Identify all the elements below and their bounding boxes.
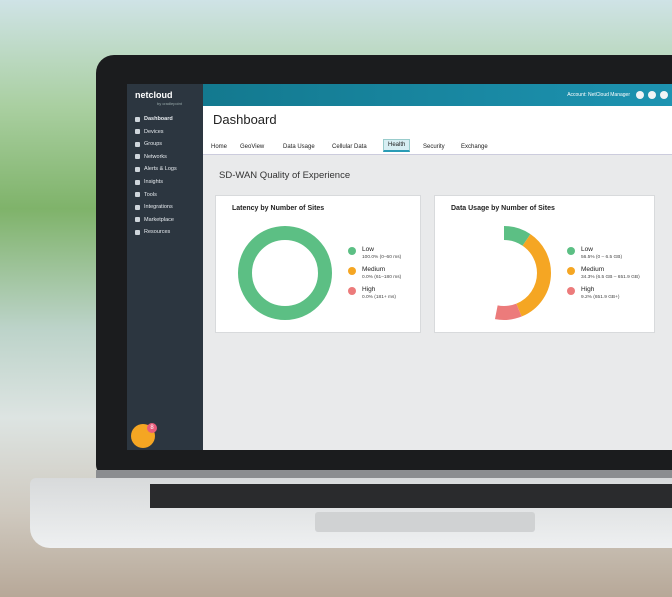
nav-icon bbox=[135, 154, 140, 160]
nav-label: Resources bbox=[144, 229, 171, 236]
donut-chart bbox=[457, 226, 551, 320]
nav-item[interactable]: Alerts & Logs bbox=[135, 166, 177, 172]
legend-name: Medium bbox=[362, 266, 386, 273]
nav-label: Alerts & Logs bbox=[144, 166, 177, 173]
brand-tagline: by cradlepoint bbox=[157, 101, 182, 106]
nav-item[interactable]: Insights bbox=[135, 179, 163, 185]
widget-card: Data Usage by Number of Sites Low 56.5% (0… bbox=[434, 195, 655, 333]
account[interactable]: Account: NetCloud Manager bbox=[567, 92, 630, 98]
legend-swatch bbox=[567, 267, 575, 275]
legend-detail: 0.0% (181+ ms) bbox=[362, 295, 396, 300]
donut-segment bbox=[457, 226, 551, 320]
nav-label: Dashboard bbox=[144, 116, 173, 122]
nav-label: Groups bbox=[144, 141, 163, 148]
nav-icon bbox=[135, 204, 140, 210]
nav-item[interactable]: Integrations bbox=[135, 204, 173, 210]
nav-label: Networks bbox=[144, 153, 167, 160]
tab[interactable]: Data Usage bbox=[283, 144, 315, 150]
legend-name: Low bbox=[362, 246, 374, 253]
nav-icon bbox=[135, 179, 140, 185]
keyboard bbox=[150, 484, 672, 508]
tab[interactable]: Cellular Data bbox=[332, 144, 367, 150]
tab[interactable]: GeoView bbox=[240, 144, 265, 150]
donut-segment bbox=[457, 226, 551, 320]
nav-label: Insights bbox=[144, 179, 163, 185]
legend-detail: 9.2% (651.9 GB+) bbox=[581, 295, 620, 300]
nav-item[interactable]: Devices bbox=[135, 129, 164, 135]
nav-label: Marketplace bbox=[144, 216, 174, 223]
tab[interactable]: Security bbox=[423, 144, 445, 150]
notification-count: 8 bbox=[147, 423, 157, 433]
nav-icon bbox=[135, 141, 140, 147]
widget-card: Latency by Number of Sites Low 100.0% (0–6… bbox=[215, 195, 421, 333]
screen: netcloud by cradlepoint Dashboard Devices… bbox=[127, 84, 672, 450]
nav-label: Integrations bbox=[144, 204, 173, 211]
legend-swatch bbox=[567, 247, 575, 255]
widget-title: Latency by Number of Sites bbox=[232, 205, 325, 212]
nav-item[interactable]: Dashboard bbox=[135, 116, 173, 122]
legend-detail: 0.0% (61–180 ms) bbox=[362, 275, 402, 280]
nav-label: Devices bbox=[144, 128, 164, 135]
legend-name: High bbox=[581, 286, 595, 293]
nav-icon bbox=[135, 192, 140, 198]
top-bar: Account: NetCloud Manager bbox=[203, 84, 672, 106]
icon-button[interactable] bbox=[636, 91, 644, 99]
icon-button[interactable] bbox=[660, 91, 668, 99]
legend-detail: 56.5% (0 – 6.5 GB) bbox=[581, 255, 623, 260]
legend-name: Low bbox=[581, 246, 593, 253]
legend-swatch bbox=[348, 267, 356, 275]
sidebar: netcloud by cradlepoint Dashboard Devices… bbox=[127, 84, 203, 450]
icon-button[interactable] bbox=[648, 91, 656, 99]
page-title: Dashboard bbox=[213, 112, 277, 127]
section-title: SD-WAN Quality of Experience bbox=[219, 170, 351, 181]
laptop-hinge bbox=[96, 470, 672, 480]
nav-item[interactable]: Networks bbox=[135, 154, 167, 160]
tab[interactable]: Health bbox=[383, 139, 411, 152]
legend-name: High bbox=[362, 286, 376, 293]
legend-detail: 34.3% (6.5 GB – 651.9 GB) bbox=[581, 275, 640, 280]
nav-icon bbox=[135, 129, 140, 135]
donut-segment bbox=[238, 226, 332, 320]
nav-icon bbox=[135, 166, 140, 172]
legend-swatch bbox=[348, 287, 356, 295]
nav-icon bbox=[135, 116, 140, 122]
nav-item[interactable]: Resources bbox=[135, 229, 170, 235]
nav-label: Tools bbox=[144, 191, 157, 198]
nav-icon bbox=[135, 217, 140, 223]
legend-swatch bbox=[567, 287, 575, 295]
widget-title: Data Usage by Number of Sites bbox=[451, 205, 555, 212]
nav-item[interactable]: Groups bbox=[135, 141, 162, 147]
donut-chart bbox=[238, 226, 332, 320]
header: Dashboard Home GeoView Data Usage Cellular … bbox=[203, 106, 672, 155]
trackpad bbox=[315, 512, 535, 532]
nav-icon bbox=[135, 229, 140, 235]
legend-detail: 100.0% (0–60 ms) bbox=[362, 255, 402, 260]
legend-swatch bbox=[348, 247, 356, 255]
tab[interactable]: Home bbox=[211, 144, 228, 150]
brand-name: netcloud bbox=[135, 90, 173, 100]
nav-item[interactable]: Marketplace bbox=[135, 217, 174, 223]
tab[interactable]: Exchange bbox=[461, 144, 488, 150]
nav-item[interactable]: Tools bbox=[135, 192, 157, 198]
legend-name: Medium bbox=[581, 266, 605, 273]
donut-segment bbox=[457, 226, 551, 320]
